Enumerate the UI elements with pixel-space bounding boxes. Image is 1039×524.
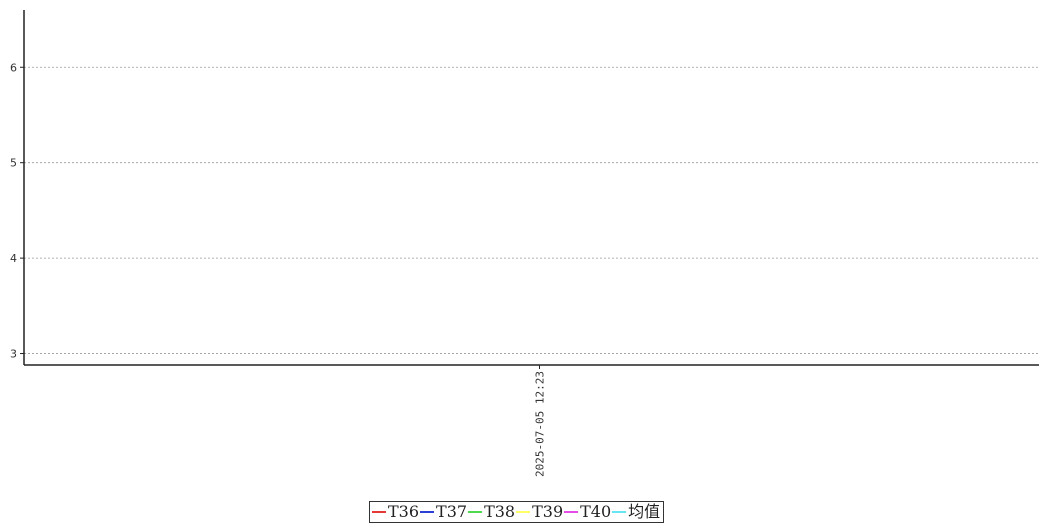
y-tick-label: 4 bbox=[10, 252, 17, 265]
legend-swatch bbox=[516, 511, 531, 513]
legend-label: T37 bbox=[436, 502, 468, 521]
legend-swatch bbox=[612, 511, 627, 513]
legend-label: T38 bbox=[484, 502, 516, 521]
y-axis-ticks: 3 4 5 6 bbox=[10, 61, 24, 361]
legend-label: 均值 bbox=[628, 502, 661, 521]
legend-label: T39 bbox=[532, 502, 564, 521]
x-tick-label: 2025-07-05 12:23 bbox=[534, 371, 547, 477]
legend-item: 均值 bbox=[612, 502, 660, 522]
legend-swatch bbox=[468, 511, 483, 513]
chart: 3 4 5 6 2025-07-05 12:23 bbox=[10, 10, 1039, 477]
legend-item: T37 bbox=[420, 502, 467, 522]
legend-swatch bbox=[420, 511, 435, 513]
grid-lines bbox=[24, 66, 1039, 354]
legend: T36 T37 T38 T39 T40 均值 bbox=[369, 501, 665, 523]
legend-item: T40 bbox=[564, 502, 611, 522]
y-tick-label: 6 bbox=[10, 61, 17, 74]
legend-label: T40 bbox=[580, 502, 612, 521]
legend-item: T39 bbox=[516, 502, 563, 522]
legend-item: T36 bbox=[372, 502, 419, 522]
legend-swatch bbox=[564, 511, 579, 513]
legend-label: T36 bbox=[388, 502, 420, 521]
legend-swatch bbox=[372, 511, 386, 513]
x-axis-ticks: 2025-07-05 12:23 bbox=[534, 365, 547, 477]
y-tick-label: 5 bbox=[10, 157, 17, 170]
y-tick-label: 3 bbox=[10, 348, 17, 361]
legend-item: T38 bbox=[468, 502, 515, 522]
